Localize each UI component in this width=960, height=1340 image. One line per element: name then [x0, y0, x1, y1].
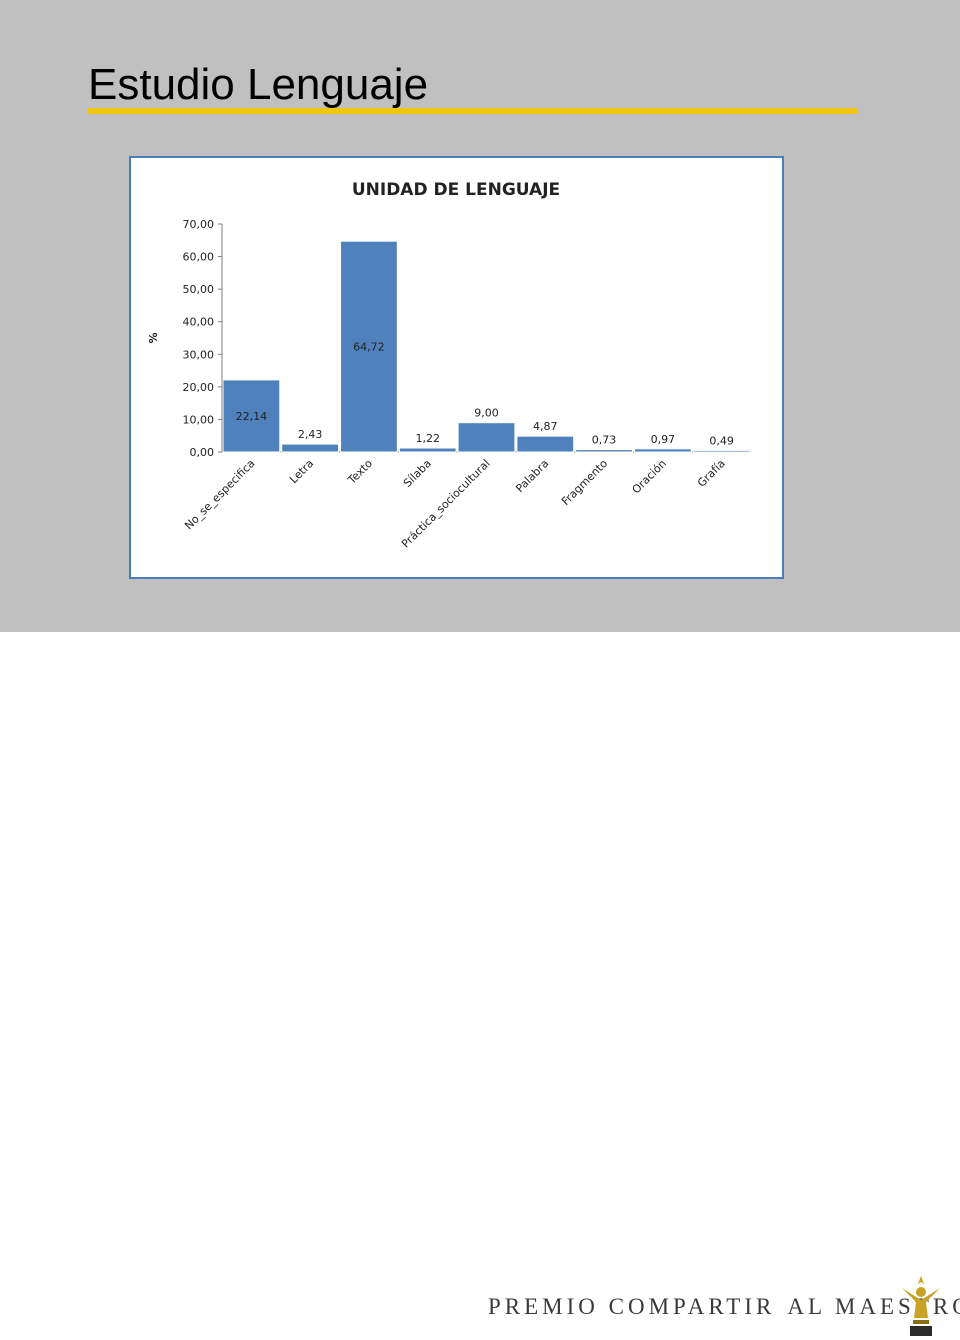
y-tick-label: 0,00: [190, 446, 215, 459]
slide-title: Estudio Lenguaje: [88, 60, 429, 109]
y-tick-label: 10,00: [183, 413, 215, 426]
y-tick-label: 70,00: [183, 218, 215, 231]
y-tick-label: 30,00: [183, 348, 215, 361]
data-label: 4,87: [533, 420, 558, 433]
bar-chart: UNIDAD DE LENGUAJE% 0,00 10,00 20,00 30,00 40…: [147, 180, 751, 551]
x-tick-label: Texto: [345, 457, 376, 488]
x-tick-label: Fragmento: [559, 457, 610, 508]
bar: [575, 449, 633, 453]
chart-frame: UNIDAD DE LENGUAJE% 0,00 10,00 20,00 30,00 40…: [129, 156, 784, 579]
bar: [398, 447, 457, 453]
bar: [692, 449, 751, 453]
x-tick-label: Grafía: [695, 457, 728, 490]
data-label: 0,97: [651, 433, 676, 446]
bar: [633, 448, 692, 453]
bar: [516, 435, 575, 453]
brand-part-1: PREMIO COMPARTIR: [488, 1294, 776, 1319]
y-axis-label: %: [147, 332, 160, 343]
trophy-icon: [902, 1276, 940, 1336]
x-tick-label: No_se_especifica: [182, 457, 257, 532]
slide-background: Estudio Lenguaje UNIDAD DE LENGUAJE% 0,00…: [0, 0, 960, 632]
x-tick-label: Oración: [630, 457, 669, 496]
data-label: 22,14: [236, 410, 268, 423]
y-tick-label: 60,00: [183, 251, 215, 264]
y-tick-label: 40,00: [183, 316, 215, 329]
x-tick-label: Letra: [287, 457, 316, 486]
title-underline: [88, 108, 857, 114]
bar: [340, 240, 398, 453]
brand-logo-text: PREMIO COMPARTIR AL MAESTRO: [488, 1294, 960, 1320]
bar: [222, 379, 281, 453]
chart-title: UNIDAD DE LENGUAJE: [352, 180, 560, 200]
bar: [281, 443, 340, 453]
bar: [457, 422, 516, 453]
data-label: 9,00: [474, 407, 499, 420]
footer: PREMIO COMPARTIR AL MAESTRO: [0, 632, 960, 1336]
data-label: 0,49: [709, 434, 734, 447]
data-label: 0,73: [592, 434, 617, 447]
y-tick-label: 20,00: [183, 381, 215, 394]
x-tick-label: Sílaba: [401, 457, 434, 490]
y-tick-label: 50,00: [183, 283, 215, 296]
data-label: 1,22: [415, 432, 440, 445]
data-label: 2,43: [298, 428, 323, 441]
x-tick-label: Palabra: [513, 457, 551, 495]
data-label: 64,72: [353, 341, 385, 354]
